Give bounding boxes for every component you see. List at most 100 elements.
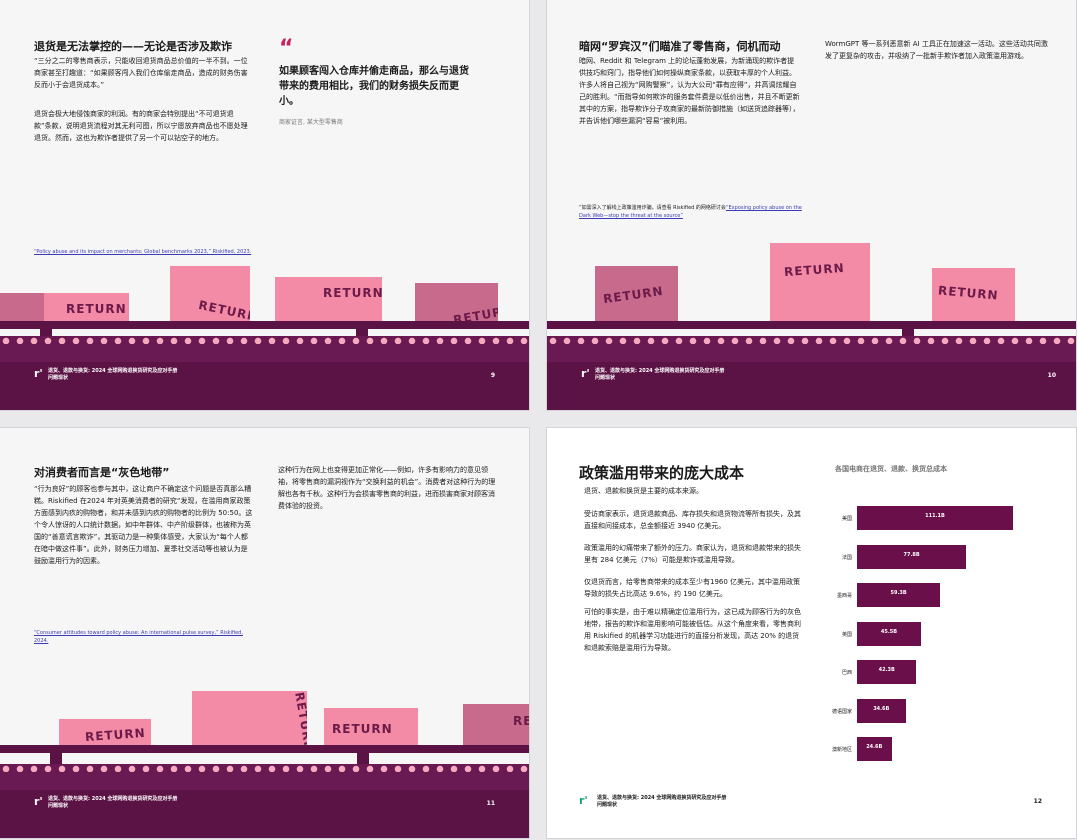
body-paragraph: 暗网、Reddit 和 Telegram 上的论坛蓬勃发展，为新涌现的欺诈者提供… (579, 57, 800, 125)
return-box (0, 293, 44, 323)
page-9: 退货是无法掌控的——无论是否涉及欺诈 “三分之二的零售商表示，只能收回退货商品总… (0, 0, 529, 410)
footer-line: 退货、退款与换货: 2024 全球网购退换货研究及应对手册 (48, 368, 178, 374)
page-11: 对消费者而言是“灰色地带” “行为良好”的顾客也参与其中，这让商户不确定这个问题… (0, 428, 529, 838)
footer-stripe (547, 344, 1076, 362)
footer-line: 问题现状 (595, 375, 616, 381)
page-number: 11 (486, 800, 495, 807)
conveyor-rail (0, 745, 529, 753)
return-box: RETURN (770, 243, 870, 323)
box-label: RETURN (452, 302, 498, 323)
bar-value-label: 34.6B (873, 705, 890, 712)
bar: 34.6B (857, 698, 906, 723)
conveyor-rail (547, 321, 1076, 329)
riskified-logo: r' (34, 795, 43, 808)
return-box: RETURN (463, 704, 529, 751)
bar: 42.3B (857, 660, 917, 684)
pull-quote: 如果顾客闯入仓库并偷走商品，那么与退货带来的费用相比，我们的财务损失反而更小。 (279, 66, 469, 107)
bar-value-label: 77.8B (903, 551, 920, 558)
page-number: 9 (490, 372, 495, 379)
bar: 24.6B (857, 737, 892, 761)
body-paragraph: 这种行为在网上也变得更加正常化——例如，许多有影响力的意见领袖，将零售商的漏洞视… (278, 466, 496, 510)
riskified-logo: r' (34, 367, 43, 380)
bar: 77.8B (857, 544, 967, 569)
category-label: 澳新地区 (831, 747, 852, 753)
category-label: 法国 (841, 554, 852, 561)
quote-attribution: 商家证言, 某大型零售商 (279, 119, 343, 126)
page-number: 10 (1047, 372, 1056, 379)
bar-value-label: 111.1B (925, 513, 945, 519)
chart-title: 各国电商在退货、退款、换货总成本 (835, 465, 947, 473)
footer-title: 退货、退款与换货: 2024 全球网购退换货研究及应对手册 问题现状 (48, 796, 177, 810)
body-paragraph: 退货会极大地侵蚀商家的利润。有的商家会特别提出“不可退货退款”条款，说明退货流程… (34, 110, 248, 142)
return-box: RETURN (275, 277, 382, 323)
conveyor-rollers (0, 336, 529, 346)
category-label: 英国 (841, 631, 852, 638)
footnote-link[interactable]: “Policy abuse and its impact on merchant… (34, 249, 252, 255)
footer-title: 退货、退款与换货: 2024 全球网购退换货研究及应对手册 问题现状 (48, 368, 177, 382)
bar-value-label: 42.3B (878, 667, 895, 673)
category-label: 巴西 (841, 670, 852, 676)
box-label: RETURN (937, 283, 1000, 303)
conveyor-rollers (547, 336, 1076, 346)
box-label: RETURN (332, 722, 393, 736)
body-paragraph: 政策滥用的幻痛带来了额外的压力。商家认为，退货和退款带来的损失里有 284 亿美… (584, 544, 801, 564)
footer-title: 退货、退款与换货: 2024 全球网购退换货研究及应对手册 问题现状 (595, 368, 724, 382)
footnote-link[interactable]: “Consumer attitudes toward policy abuse:… (34, 630, 243, 644)
box-label: RETURN (783, 260, 846, 280)
body-paragraph: “行为良好”的顾客也参与其中，这让商户不确定这个问题是否真那么糟糕。Riskif… (34, 485, 253, 565)
bar-value-label: 24.6B (866, 744, 883, 750)
box-label: RETURN (84, 725, 147, 745)
body-paragraph: 可怕的事实是，由于难以精确定位滥用行为，这已成为顾客行为的灰色地带，报告的欺诈和… (584, 608, 801, 652)
return-box: RETURN (192, 691, 307, 751)
return-box: RETURN (324, 708, 418, 751)
category-label: 德语国家 (831, 708, 852, 715)
footer-line: 问题现状 (48, 803, 69, 809)
subheading: 退货、退款和换货是主要的成本来源。 (584, 487, 703, 495)
bar: 111.1B (857, 506, 1013, 530)
page-heading: 对消费者而言是“灰色地带” (34, 466, 170, 479)
return-box: RETURN (44, 293, 129, 323)
body-paragraph: 受访商家表示，退货退款商品、库存损失和退货物流等所有损失，及其直接和间接成本，总… (584, 510, 801, 530)
bar-value-label: 45.5B (880, 628, 898, 635)
footnote-text: “如需深入了解线上政策滥用诈骗，请查看 Riskified 的网络研讨会 (579, 205, 726, 211)
box-label: RETURN (602, 283, 665, 307)
return-box: RETURN (170, 266, 250, 323)
page-heading: 退货是无法掌控的——无论是否涉及欺诈 (34, 40, 232, 53)
category-label: 美国 (841, 516, 852, 522)
page-heading: 政策滥用带来的庞大成本 (579, 464, 745, 482)
footer-line: 退货、退款与换货: 2024 全球网购退换货研究及应对手册 (48, 796, 178, 802)
riskified-logo: r' (581, 367, 590, 380)
footer (0, 362, 529, 410)
webinar-link[interactable]: “Exposing policy abuse on the Dark Web—s… (579, 205, 802, 219)
footer (547, 362, 1076, 410)
footer-line: 退货、退款与换货: 2024 全球网购退换货研究及应对手册 (597, 795, 727, 801)
return-box: RETURN (595, 266, 678, 323)
bar-value-label: 59.3B (890, 590, 907, 596)
page-10: 暗网“罗宾汉”们瞄准了零售商，伺机而动 暗网、Reddit 和 Telegram… (547, 0, 1076, 410)
box-label: RETURN (323, 286, 382, 300)
box-label: RETURN (197, 297, 250, 323)
body-paragraph: “三分之二的零售商表示，只能收回退货商品总价值的一半不到。一位商家甚至打趣道：“… (34, 57, 248, 89)
box-label: RETURN (513, 714, 529, 728)
footer-line: 问题现状 (48, 375, 69, 381)
return-box: RETURN (415, 283, 498, 323)
conveyor-rail (0, 321, 529, 329)
footnote: “如需深入了解线上政策滥用诈骗，请查看 Riskified 的网络研讨会“Exp… (579, 204, 804, 220)
footer-title: 退货、退款与换货: 2024 全球网购退换货研究及应对手册 问题现状 (597, 795, 726, 809)
bar: 59.3B (857, 583, 941, 607)
riskified-logo: r' (579, 794, 588, 807)
footer-stripe (0, 772, 529, 790)
page-12: 政策滥用带来的庞大成本 退货、退款和换货是主要的成本来源。 受访商家表示，退货退… (547, 428, 1076, 838)
conveyor-rollers (0, 764, 529, 774)
quote-mark: “ (279, 36, 294, 61)
bar: 45.5B (857, 621, 921, 646)
body-paragraph: WormGPT 等一系列恶意新 AI 工具正在加速这一活动。这些活动共同激发了更… (825, 40, 1048, 60)
footer-line: 退货、退款与换货: 2024 全球网购退换货研究及应对手册 (595, 368, 725, 374)
footer (0, 790, 529, 838)
category-label: 墨西哥 (836, 593, 852, 599)
body-paragraph: 仅退货而言，给零售商带来的成本至少有1960 亿美元，其中滥用政策导致的损失占比… (584, 578, 801, 598)
box-label: RETURN (66, 302, 127, 316)
page-heading: 暗网“罗宾汉”们瞄准了零售商，伺机而动 (579, 40, 781, 53)
return-box: RETURN (932, 268, 1015, 323)
footer-stripe (0, 344, 529, 362)
